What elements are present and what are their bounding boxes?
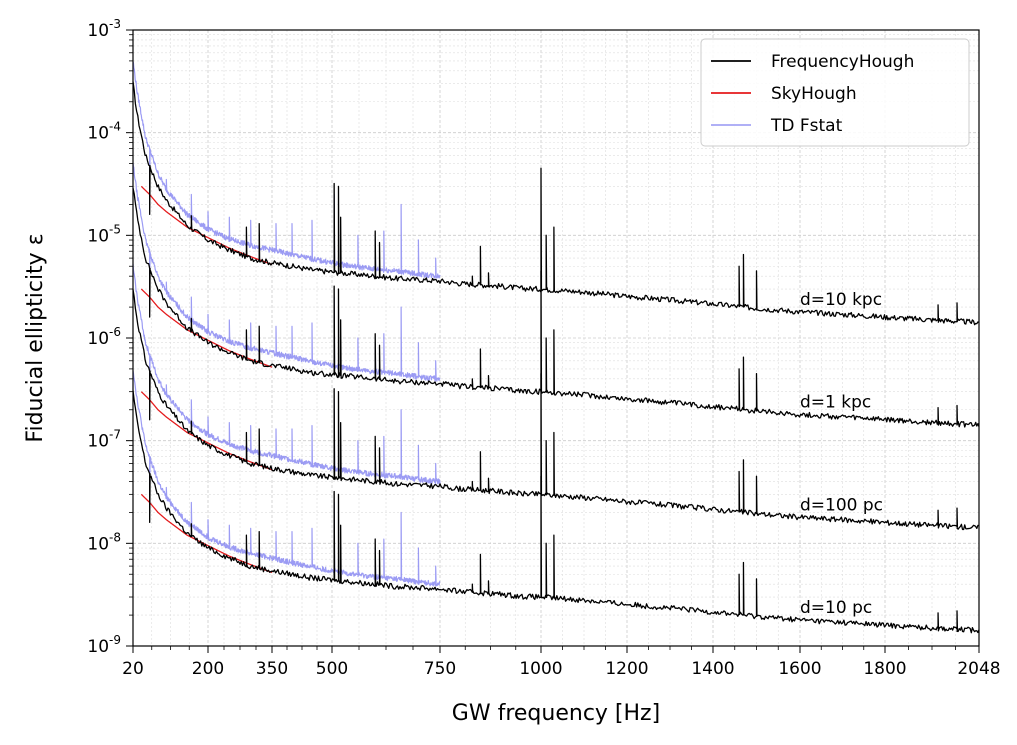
y-tick-label: 10-4 [87,120,121,144]
x-tick-label: 1000 [519,659,562,679]
legend-box [700,38,970,147]
x-axis-title: GW frequency [Hz] [452,701,660,726]
series-line-frequencyhough-1 [132,81,980,326]
legend-label: TD Fstat [770,116,843,136]
series-line-skyhough-3 [140,391,273,471]
y-tick-label: 10-3 [87,17,121,41]
y-tick-label: 10-5 [87,222,121,246]
x-tick-label: 1200 [605,659,648,679]
x-axis: 20 200 350 500 750 1000 1200 1400 1600 1800 2048 [122,646,1001,679]
y-tick-label: 10-9 [87,633,121,657]
x-tick-label: 1600 [778,659,821,679]
distance-label: d=10 kpc [800,290,882,310]
series-line-td-fstat-2 [132,162,441,382]
y-axis-title: Fiducial ellipticity ε [23,233,48,442]
y-tick-label: 10-8 [87,530,121,554]
legend-label: FrequencyHough [771,52,914,72]
x-tick-label: 1400 [691,659,734,679]
distance-label: d=10 pc [800,598,872,618]
x-tick-label: 350 [256,659,288,679]
series-line-td-fstat-1 [132,61,441,279]
x-tick-label: 1800 [863,659,906,679]
x-tick-label: 500 [316,659,348,679]
series-line-td-fstat-3 [132,264,441,485]
x-tick-label: 20 [122,659,144,679]
series-line-frequencyhough-2 [132,188,980,428]
distance-label: d=100 pc [800,495,883,515]
x-tick-label: 2048 [957,659,1000,679]
distance-annotations: d=10 kpc d=1 kpc d=100 pc d=10 pc [800,290,883,618]
series-layer [132,61,980,634]
series-line-frequencyhough-4 [132,390,980,634]
series-line-frequencyhough-3 [132,289,980,531]
y-tick-label: 10-7 [87,428,121,452]
series-line-skyhough-2 [140,288,273,368]
legend-label: SkyHough [771,84,857,104]
x-tick-label: 200 [192,659,224,679]
series-line-skyhough-1 [140,185,273,266]
x-tick-label: 750 [424,659,456,679]
series-line-td-fstat-4 [132,370,441,587]
y-tick-label: 10-6 [87,325,121,349]
distance-label: d=1 kpc [800,393,871,413]
y-axis: 10-9 10-8 10-7 10-6 10-5 10-4 10-3 [87,17,133,657]
legend: FrequencyHough SkyHough TD Fstat [700,38,970,147]
